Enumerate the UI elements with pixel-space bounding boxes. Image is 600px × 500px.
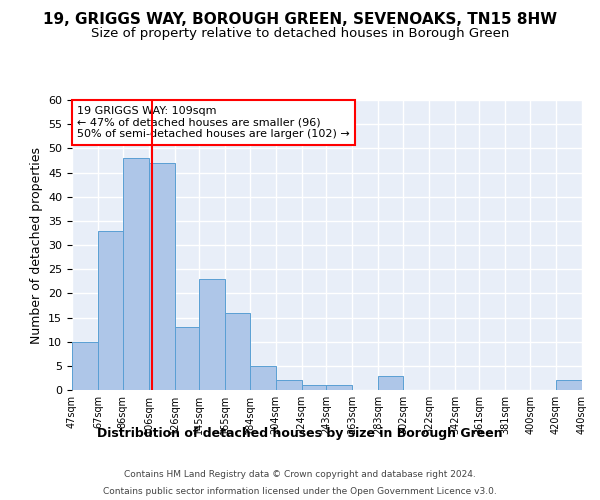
Bar: [149, 163, 175, 390]
Text: 19 GRIGGS WAY: 109sqm
← 47% of detached houses are smaller (96)
50% of semi-deta: 19 GRIGGS WAY: 109sqm ← 47% of detached …: [77, 106, 350, 139]
Bar: [175, 327, 199, 390]
Bar: [276, 380, 302, 390]
Bar: [72, 342, 98, 390]
Bar: [225, 312, 250, 390]
Text: Size of property relative to detached houses in Borough Green: Size of property relative to detached ho…: [91, 28, 509, 40]
Bar: [378, 376, 403, 390]
Bar: [302, 385, 326, 390]
Text: Contains public sector information licensed under the Open Government Licence v3: Contains public sector information licen…: [103, 488, 497, 496]
Text: Contains HM Land Registry data © Crown copyright and database right 2024.: Contains HM Land Registry data © Crown c…: [124, 470, 476, 479]
Bar: [250, 366, 276, 390]
Bar: [556, 380, 582, 390]
Text: 19, GRIGGS WAY, BOROUGH GREEN, SEVENOAKS, TN15 8HW: 19, GRIGGS WAY, BOROUGH GREEN, SEVENOAKS…: [43, 12, 557, 28]
Y-axis label: Number of detached properties: Number of detached properties: [29, 146, 43, 344]
Bar: [122, 158, 149, 390]
Text: Distribution of detached houses by size in Borough Green: Distribution of detached houses by size …: [97, 428, 503, 440]
Bar: [326, 385, 352, 390]
Bar: [199, 279, 225, 390]
Bar: [98, 230, 122, 390]
